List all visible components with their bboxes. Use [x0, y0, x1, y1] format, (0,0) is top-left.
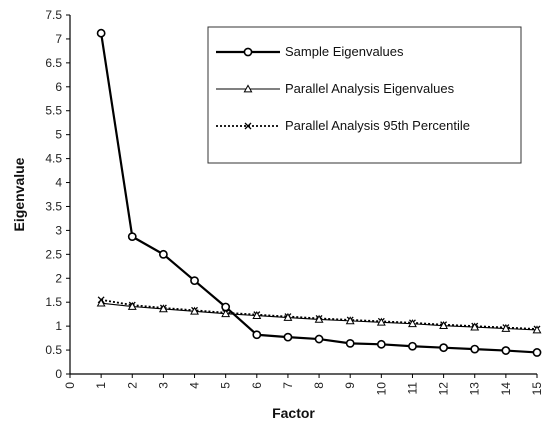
data-point [408, 341, 417, 351]
data-point-stroke [244, 122, 252, 130]
data-point [243, 47, 253, 57]
data-point [252, 310, 262, 319]
x-tick-label: 13 [468, 382, 482, 396]
data-point [470, 322, 480, 331]
data-point [283, 332, 293, 342]
data-point [221, 302, 231, 312]
y-tick-label: 4.5 [45, 152, 62, 166]
legend-label: Parallel Analysis Eigenvalues [285, 81, 455, 96]
y-tick-label: 2.5 [45, 247, 62, 261]
x-axis-label: Factor [272, 405, 315, 421]
data-point [314, 334, 324, 344]
axes: 00.511.522.533.544.555.566.577.50 1 2 3 4 5 6 7… [45, 8, 544, 395]
data-point [439, 321, 449, 330]
data-point [376, 317, 386, 326]
data-point [532, 348, 542, 357]
y-tick-label: 3 [55, 223, 62, 237]
y-tick-label: 5.5 [45, 104, 62, 118]
data-point [252, 330, 262, 340]
y-tick-label: 2 [55, 271, 62, 285]
data-point [470, 344, 480, 354]
y-tick-label: 7 [55, 32, 62, 46]
legend-entry: Sample Eigenvalues [216, 44, 404, 59]
series-layer [96, 28, 542, 357]
legend-label: Sample Eigenvalues [285, 44, 404, 59]
data-point [127, 232, 137, 242]
data-point [439, 343, 448, 353]
data-point [190, 276, 199, 286]
y-tick-label: 0 [55, 367, 62, 381]
x-tick-label: 12 [437, 382, 451, 396]
x-tick-label: 10 [374, 382, 388, 396]
data-point [408, 319, 417, 328]
y-tick-label: 3.5 [45, 199, 62, 213]
legend: Sample Eigenvalues Parallel Analysis Eige… [207, 26, 522, 164]
series-sample-eigenvalues [96, 28, 542, 357]
data-point [345, 316, 355, 325]
x-tick-label: 15 [530, 382, 544, 396]
x-tick-label: 6 [250, 382, 264, 389]
data-point [314, 314, 324, 323]
y-tick-label: 6 [55, 80, 62, 94]
y-tick-label: 5 [55, 128, 62, 142]
x-tick-label: 14 [499, 382, 513, 396]
x-tick-label: 7 [281, 382, 295, 389]
data-point [158, 304, 168, 313]
data-point [244, 122, 252, 130]
y-tick-label: 0.5 [45, 343, 62, 357]
legend-entry: Parallel Analysis Eigenvalues [216, 81, 455, 96]
legend-box [207, 26, 522, 164]
x-tick-label: 4 [188, 382, 202, 389]
data-point [96, 28, 106, 38]
x-tick-label: 5 [219, 382, 233, 389]
x-tick-label: 3 [156, 382, 170, 389]
data-point [158, 249, 168, 259]
data-point [127, 301, 137, 310]
data-point [501, 346, 511, 355]
data-point [501, 323, 511, 332]
y-axis-label: Eigenvalue [11, 157, 27, 231]
y-tick-label: 1.5 [45, 295, 62, 309]
x-tick-label: 8 [312, 382, 326, 389]
legend-label: Parallel Analysis 95th Percentile [285, 118, 470, 133]
data-point [96, 298, 106, 307]
data-point [243, 84, 253, 93]
x-tick-label: 1 [94, 382, 108, 389]
legend-entry: Parallel Analysis 95th Percentile [216, 118, 470, 133]
data-point [532, 325, 542, 334]
x-tick-label: 0 [63, 382, 77, 389]
y-tick-label: 7.5 [45, 8, 62, 22]
series-parallel-analysis-eigenvalues [96, 298, 542, 334]
y-tick-label: 4 [55, 176, 62, 190]
series-line [100, 298, 538, 330]
data-point [283, 312, 293, 321]
x-tick-label: 2 [125, 382, 139, 389]
data-point [345, 338, 355, 348]
y-tick-label: 6.5 [45, 56, 62, 70]
x-tick-label: 11 [405, 382, 419, 395]
data-point [190, 306, 199, 315]
x-tick-label: 9 [343, 382, 357, 389]
y-tick-label: 1 [55, 319, 62, 333]
data-point [376, 339, 386, 349]
data-point [221, 309, 231, 318]
